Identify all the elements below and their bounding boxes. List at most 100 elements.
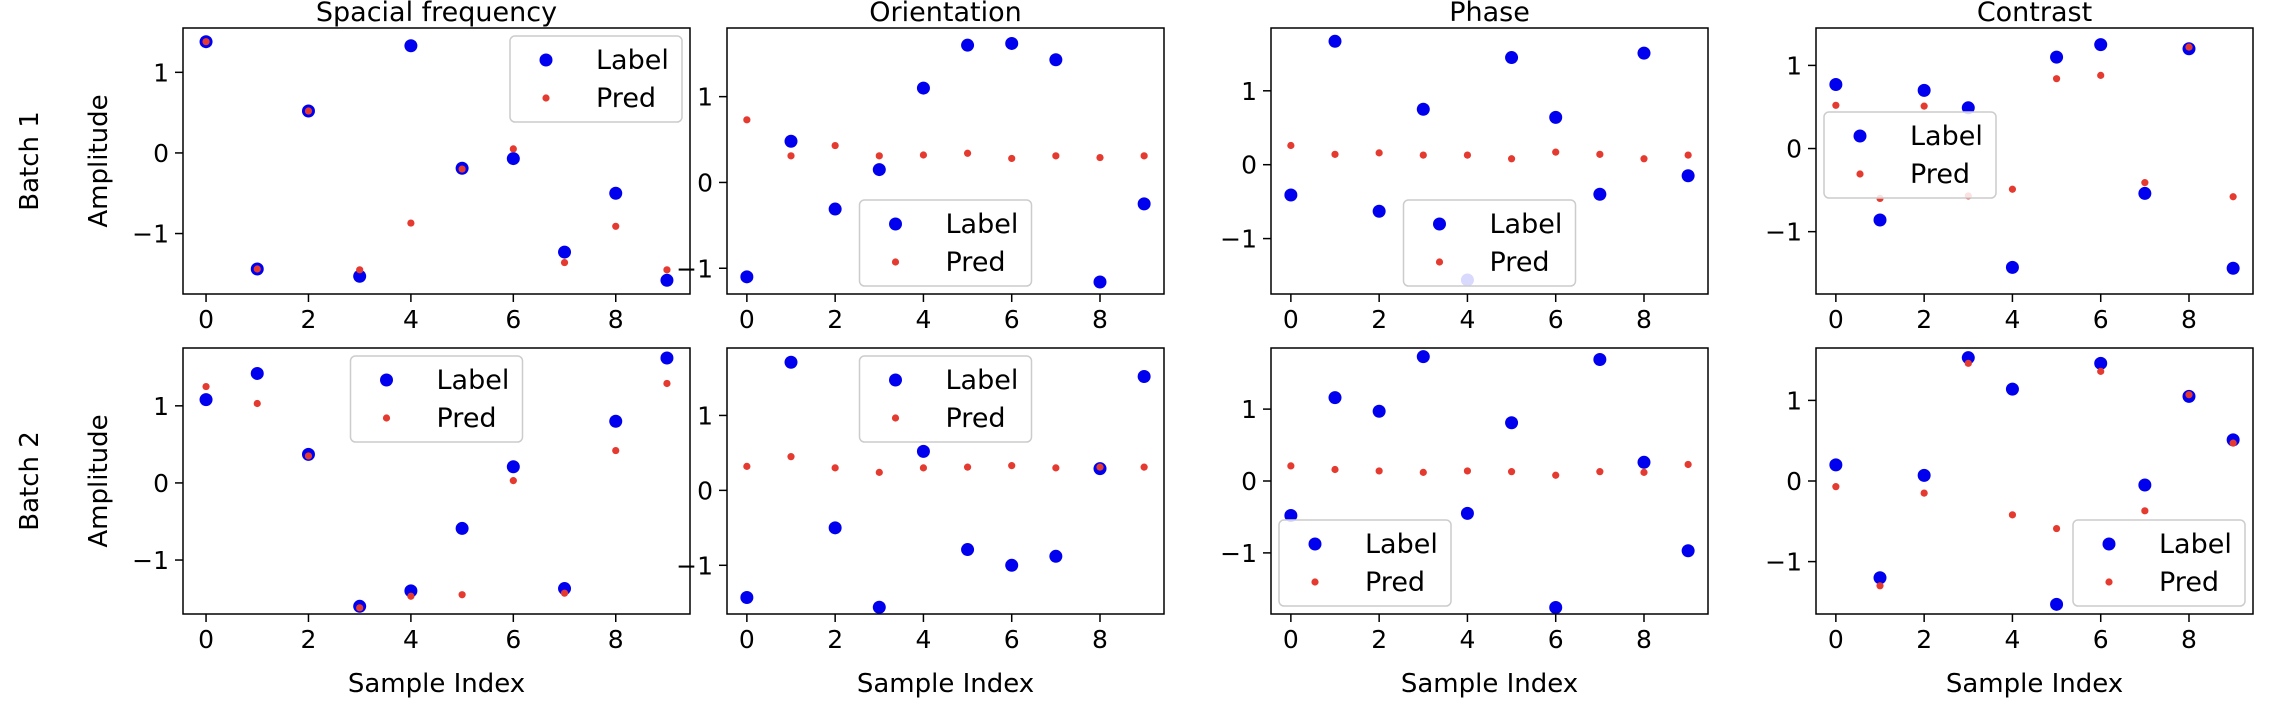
pred-point xyxy=(663,379,671,388)
pred-point xyxy=(743,116,751,124)
y-tick-label: 1 xyxy=(697,83,713,112)
pred-point xyxy=(1287,462,1295,470)
label-point xyxy=(1917,468,1931,482)
x-tick-label: 2 xyxy=(1371,625,1387,654)
label-point xyxy=(1137,197,1151,211)
pred-point xyxy=(2141,179,2149,187)
label-point xyxy=(2050,50,2064,64)
pred-point xyxy=(1640,468,1648,476)
axes-frame xyxy=(1815,347,2254,615)
pred-point xyxy=(458,591,466,599)
panel: Phase 0 2 4 6 8 −1 0 1 Label Pred xyxy=(1220,0,1709,334)
x-tick-label: 0 xyxy=(1283,625,1299,654)
legend-box xyxy=(1278,519,1452,607)
legend: Label Pred xyxy=(1278,519,1452,607)
x-tick-label: 6 xyxy=(1004,305,1020,334)
label-point xyxy=(784,355,798,369)
legend: Label Pred xyxy=(2072,519,2246,607)
x-tick-label: 2 xyxy=(827,305,843,334)
label-point xyxy=(1549,601,1563,615)
pred-point xyxy=(875,152,883,160)
label-point xyxy=(2138,478,2152,492)
pred-point xyxy=(2052,75,2061,83)
legend-pred-marker xyxy=(2105,578,2113,586)
y-tick-label: 1 xyxy=(153,58,169,87)
label-point xyxy=(609,414,623,428)
legend-label-marker xyxy=(889,217,902,231)
pred-point xyxy=(1463,151,1472,159)
label-point xyxy=(1049,549,1063,563)
pred-point xyxy=(560,258,569,267)
pred-point xyxy=(1375,149,1383,157)
x-tick-label: 0 xyxy=(1283,305,1299,334)
label-point xyxy=(1873,571,1887,585)
legend-pred-text: Pred xyxy=(596,83,656,114)
pred-point xyxy=(1832,483,1840,491)
x-tick-label: 0 xyxy=(739,625,755,654)
label-point xyxy=(2226,261,2240,275)
label-point xyxy=(961,543,975,557)
x-tick-label: 4 xyxy=(403,305,419,334)
pred-point xyxy=(831,464,839,472)
pred-point xyxy=(1920,102,1928,110)
x-tick-label: 4 xyxy=(2004,625,2020,654)
pred-point xyxy=(1008,154,1016,163)
legend-pred-text: Pred xyxy=(1910,159,1970,190)
pred-point xyxy=(407,219,415,227)
pred-point xyxy=(253,399,261,408)
legend: Label Pred xyxy=(509,35,683,123)
panel: Orientation 0 2 4 6 8 −1 0 1 Label Pred xyxy=(676,0,1165,334)
axes-frame xyxy=(726,347,1165,615)
x-tick-label: 0 xyxy=(1828,305,1844,334)
y-tick-label: 0 xyxy=(1786,135,1802,164)
label-point xyxy=(916,444,930,458)
label-point xyxy=(872,163,886,177)
y-tick-label: 1 xyxy=(697,401,713,430)
label-point xyxy=(2050,597,2064,611)
pred-point xyxy=(875,468,883,476)
pred-point xyxy=(202,382,210,391)
label-point xyxy=(916,81,930,95)
legend-box xyxy=(1823,111,1997,199)
pred-point xyxy=(1140,463,1148,471)
x-tick-label: 8 xyxy=(1636,625,1652,654)
pred-point xyxy=(612,222,620,230)
label-point xyxy=(1681,169,1695,183)
x-tick-label: 4 xyxy=(915,625,931,654)
legend-box xyxy=(1402,199,1577,287)
panel-title: Contrast xyxy=(1977,0,2092,28)
x-axis-label: Sample Index xyxy=(857,669,1034,699)
label-point xyxy=(1873,213,1887,227)
label-point xyxy=(784,134,798,148)
axes-frame xyxy=(1815,27,2254,295)
x-tick-label: 6 xyxy=(2093,625,2109,654)
label-point xyxy=(506,152,520,166)
x-tick-label: 2 xyxy=(1371,305,1387,334)
pred-point xyxy=(963,463,972,471)
legend-pred-marker xyxy=(382,414,391,422)
axes-frame xyxy=(182,347,691,615)
label-point xyxy=(1505,416,1519,430)
legend-box xyxy=(2072,519,2246,607)
panel: 0 2 4 6 8 −1 0 1 Label Pred xyxy=(1220,347,1709,654)
pred-point xyxy=(787,152,795,160)
pred-point xyxy=(356,604,364,612)
pred-point xyxy=(1596,150,1604,158)
legend-pred-marker xyxy=(891,414,900,422)
panel: 0 2 4 6 8 −1 0 1 Label Pred xyxy=(1765,347,2254,654)
label-point xyxy=(1961,351,1975,365)
pred-point xyxy=(919,151,928,159)
legend-box xyxy=(858,199,1033,287)
y-tick-label: 0 xyxy=(1786,467,1802,496)
pred-point xyxy=(1096,463,1104,471)
x-tick-label: 6 xyxy=(1548,305,1564,334)
panel: 0 2 4 6 8 −1 0 1 Label Pred xyxy=(132,347,691,654)
x-tick-label: 8 xyxy=(1092,625,1108,654)
legend-pred-text: Pred xyxy=(2159,567,2219,598)
legend-pred-text: Pred xyxy=(1490,247,1550,278)
y-axis-label: Amplitude xyxy=(84,94,114,227)
pred-point xyxy=(2097,71,2105,79)
x-tick-label: 8 xyxy=(2181,305,2197,334)
label-point xyxy=(1917,83,1931,97)
label-point xyxy=(404,584,418,598)
